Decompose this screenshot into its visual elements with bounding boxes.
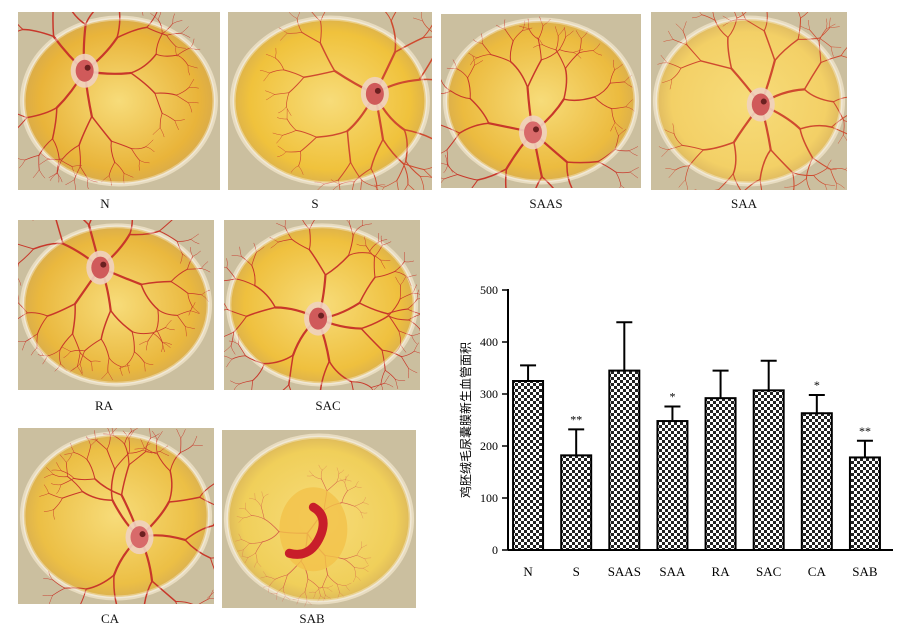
x-tick-label: SAAS [608, 564, 641, 579]
photo-panel-saa [651, 12, 847, 190]
bar-ra [704, 397, 737, 551]
panel-caption-ra: RA [94, 398, 114, 413]
photo-sac-image [224, 220, 420, 390]
y-axis-label: 鸡胚绒毛尿囊膜新生血管面积 [458, 342, 473, 498]
y-tick-label: 300 [480, 387, 498, 401]
photo-panel-ra [18, 220, 214, 390]
panel-caption-saas: SAAS [529, 196, 563, 211]
photo-panel-saas [441, 14, 641, 188]
panel-caption-s: S [311, 196, 319, 211]
x-tick-label: SAB [852, 564, 878, 579]
x-tick-label: RA [712, 564, 731, 579]
photo-ca-image [18, 428, 214, 604]
x-tick-label: CA [808, 564, 827, 579]
x-tick-label: S [573, 564, 580, 579]
panel-caption-sac: SAC [315, 398, 341, 413]
photo-sab-image [222, 430, 416, 608]
bar-sab [848, 456, 881, 551]
panel-caption-saa: SAA [730, 196, 757, 211]
bar-n [512, 380, 545, 551]
significance-marker: ** [570, 412, 582, 426]
photo-panel-ca [18, 428, 214, 604]
y-tick-label: 0 [492, 543, 498, 557]
significance-marker: * [669, 389, 675, 403]
bar-s [560, 454, 593, 551]
bar-chart: 0 100 200 300 400 500 鸡胚绒毛尿囊膜新生血管面积 N ** S SAAS * SA… [458, 283, 893, 579]
photo-saa-image [651, 12, 847, 190]
panel-caption-sab: SAB [299, 611, 325, 626]
x-tick-label: SAA [659, 564, 686, 579]
significance-marker: * [814, 378, 820, 392]
significance-marker: ** [859, 424, 871, 438]
y-tick-label: 200 [480, 439, 498, 453]
bar-sac [752, 389, 785, 551]
bar-saa [656, 420, 689, 551]
photo-panel-s [228, 12, 432, 190]
bar-saas [608, 369, 641, 551]
y-tick-label: 500 [480, 283, 498, 297]
photo-s-image [228, 12, 432, 190]
x-tick-label: SAC [756, 564, 781, 579]
photo-n-image [18, 12, 220, 190]
photo-ra-image [18, 220, 214, 390]
photo-saas-image [441, 14, 641, 188]
photo-panel-n [18, 12, 220, 190]
bar-ca [800, 412, 833, 551]
panel-caption-n: N [100, 196, 110, 211]
x-tick-label: N [523, 564, 533, 579]
photo-panel-sac [224, 220, 420, 390]
panel-caption-ca: CA [100, 611, 120, 626]
y-tick-label: 100 [480, 491, 498, 505]
photo-panel-sab [222, 430, 416, 608]
y-tick-label: 400 [480, 335, 498, 349]
